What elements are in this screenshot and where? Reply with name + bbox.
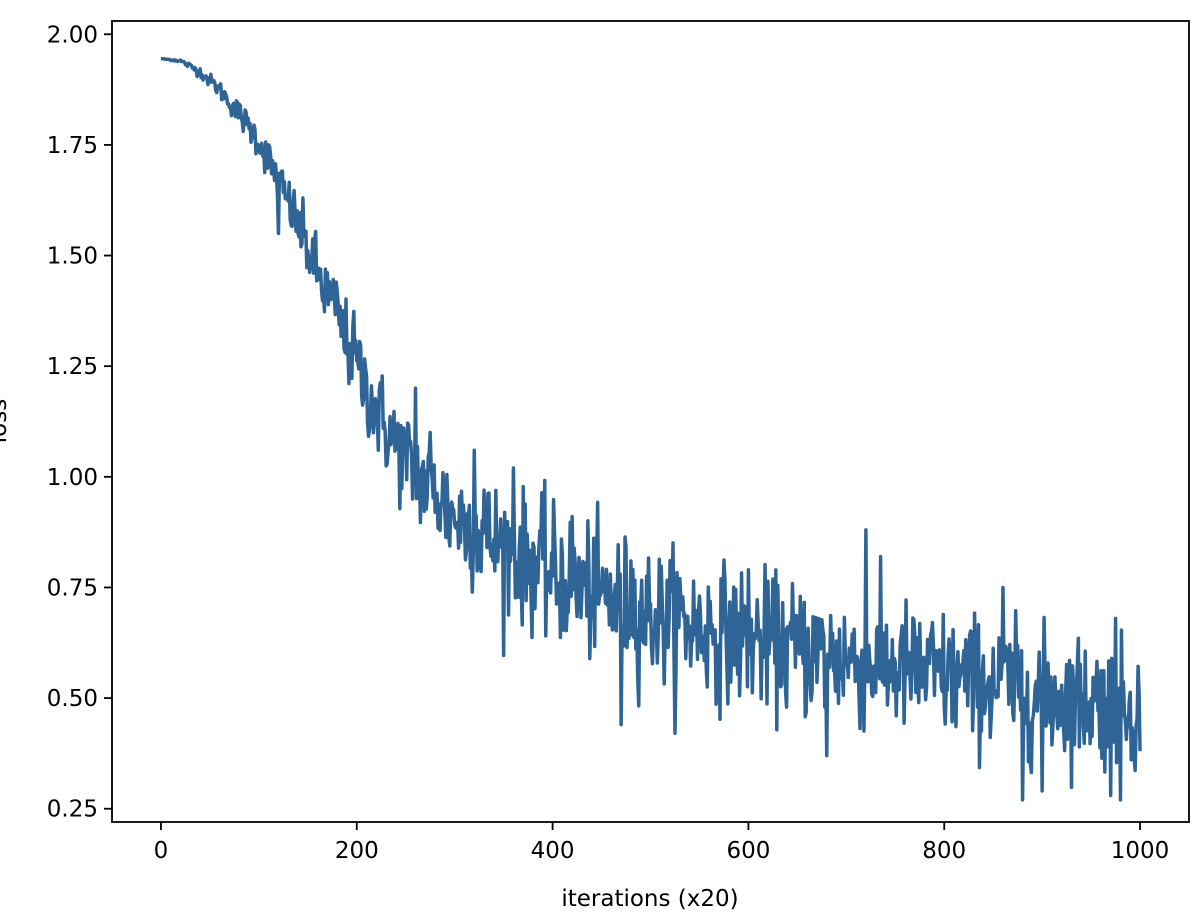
y-tick-label: 1.25 <box>47 354 98 380</box>
y-tick-label: 0.75 <box>47 575 98 601</box>
y-tick-label: 0.50 <box>47 686 98 712</box>
x-tick-label: 200 <box>335 838 379 864</box>
x-tick-label: 800 <box>922 838 966 864</box>
x-axis-title: iterations (x20) <box>561 886 738 912</box>
y-tick-label: 1.50 <box>47 244 98 270</box>
x-tick-label: 400 <box>531 838 575 864</box>
loss-series-line <box>160 56 1142 802</box>
axes-frame <box>111 20 1190 823</box>
y-axis-title: loss <box>0 399 12 443</box>
x-tick-label: 600 <box>726 838 770 864</box>
x-tick-label: 1000 <box>1111 838 1170 864</box>
y-tick-label: 0.25 <box>47 797 98 823</box>
plot-area <box>160 56 1142 802</box>
y-tick-label: 2.00 <box>47 22 98 48</box>
x-tick-label: 0 <box>154 838 169 864</box>
y-axis: 0.25 0.50 0.75 1.00 1.25 1.50 1.75 2.00 <box>47 22 112 823</box>
y-tick-label: 1.00 <box>47 465 98 491</box>
x-axis: 0 200 400 600 800 1000 <box>154 822 1170 864</box>
y-tick-label: 1.75 <box>47 133 98 159</box>
